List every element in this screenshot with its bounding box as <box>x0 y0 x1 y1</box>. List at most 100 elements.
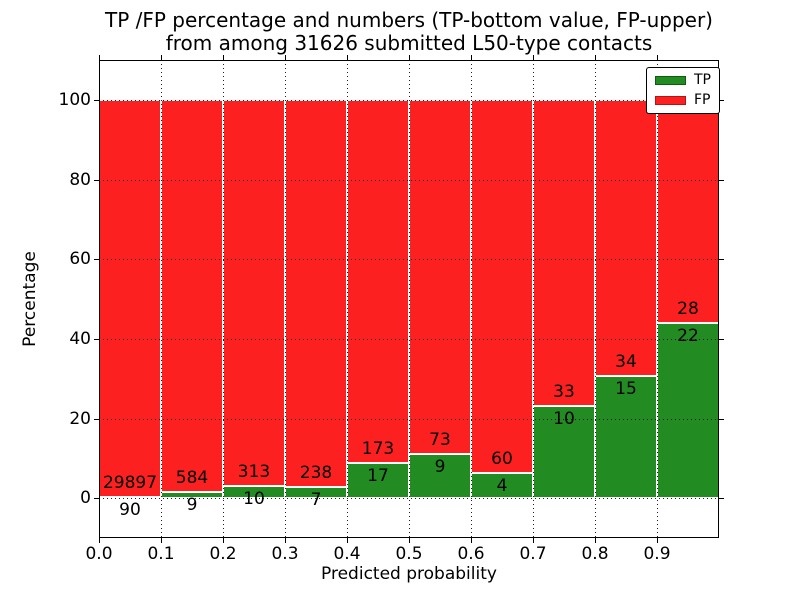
chart-title: TP /FP percentage and numbers (TP-bottom… <box>99 9 719 55</box>
y-tick-right <box>719 179 724 181</box>
bar-segment-tp <box>409 454 471 499</box>
y-tick-left <box>94 99 99 101</box>
y-tick-right <box>719 338 724 340</box>
x-tick-top <box>409 55 410 60</box>
x-tick-top <box>285 55 286 60</box>
x-gridline <box>223 60 224 538</box>
x-tick-bottom <box>285 538 286 543</box>
bar-segment-tp <box>595 376 657 499</box>
y-tick-right <box>719 99 724 101</box>
bar-segment-fp <box>99 99 161 497</box>
bar-segment-fp <box>285 99 347 487</box>
bar-count-fp: 34 <box>615 352 637 373</box>
x-tick-bottom <box>533 538 534 543</box>
x-gridline <box>347 60 348 538</box>
x-tick-label: 0.1 <box>147 544 175 564</box>
x-tick-bottom <box>347 538 348 543</box>
bar-count-fp: 60 <box>491 449 513 470</box>
y-tick-left <box>94 259 99 261</box>
bar-count-tp: 22 <box>677 325 699 346</box>
x-tick-label: 0.6 <box>457 544 485 564</box>
bar-segment-fp <box>347 99 409 463</box>
bar-count-fp: 73 <box>429 430 451 451</box>
x-tick-bottom <box>409 538 410 543</box>
legend-swatch-fp <box>655 95 686 105</box>
y-tick-label: 40 <box>69 328 91 349</box>
x-gridline <box>595 60 596 538</box>
x-tick-top <box>161 55 162 60</box>
y-gridline <box>99 338 719 340</box>
x-tick-top <box>223 55 224 60</box>
bar-count-tp: 15 <box>615 379 637 400</box>
x-gridline <box>285 60 286 538</box>
x-gridline <box>533 60 534 538</box>
x-tick-top <box>595 55 596 60</box>
x-tick-bottom <box>471 538 472 543</box>
x-tick-label: 0.5 <box>395 544 423 564</box>
y-tick-right <box>719 498 724 500</box>
y-tick-left <box>94 179 99 181</box>
x-tick-label: 0.9 <box>643 544 671 564</box>
legend-entry: TP <box>655 73 713 87</box>
chart-title-line1: TP /FP percentage and numbers (TP-bottom… <box>105 8 713 32</box>
y-tick-right <box>719 259 724 261</box>
x-tick-label: 0.0 <box>85 544 113 564</box>
y-tick-left <box>94 338 99 340</box>
x-gridline <box>657 60 658 538</box>
bar-segment-fp <box>223 99 285 486</box>
bar-count-fp: 29897 <box>102 472 158 493</box>
bar-count-tp: 17 <box>367 465 389 486</box>
legend-entry: FP <box>655 93 713 107</box>
y-tick-left <box>94 418 99 420</box>
bar-count-tp: 10 <box>553 408 575 429</box>
x-axis-label: Predicted probability <box>321 564 497 584</box>
bar-count-tp: 90 <box>119 499 141 520</box>
legend-swatch-tp <box>655 75 686 85</box>
bar-segment-fp <box>533 99 595 406</box>
bar-segment-tp <box>471 473 533 499</box>
legend-entry-label: TP <box>694 72 711 88</box>
x-tick-label: 0.8 <box>581 544 609 564</box>
x-tick-label: 0.7 <box>519 544 547 564</box>
y-tick-right <box>719 418 724 420</box>
bar-count-tp: 10 <box>243 488 265 509</box>
y-tick-label: 80 <box>69 169 91 190</box>
bar-count-fp: 238 <box>299 462 333 483</box>
bar-count-fp: 28 <box>677 298 699 319</box>
x-tick-bottom <box>161 538 162 543</box>
y-axis-label: Percentage <box>20 251 40 347</box>
legend-entry-label: FP <box>694 92 711 108</box>
x-tick-label: 0.2 <box>209 544 237 564</box>
bar-segment-fp <box>657 99 719 323</box>
plot-area: TP FP 29897 90 584 9 313 10 238 7 173 17 73 9 60 4 33 10… <box>94 55 724 543</box>
x-gridline <box>409 60 410 538</box>
x-tick-top <box>657 55 658 60</box>
y-gridline <box>99 179 719 181</box>
x-gridline <box>471 60 472 538</box>
y-gridline <box>99 99 719 101</box>
y-tick-label: 100 <box>58 89 91 110</box>
bar-count-fp: 33 <box>553 381 575 402</box>
y-gridline <box>99 418 719 420</box>
bar-count-fp: 584 <box>175 468 209 489</box>
x-tick-label: 0.3 <box>271 544 299 564</box>
x-tick-label: 0.4 <box>333 544 361 564</box>
bar-segment-fp <box>161 99 223 493</box>
bar-segment-tp <box>347 462 409 499</box>
legend: TP FP <box>646 67 720 114</box>
bar-segment-fp <box>409 99 471 455</box>
x-tick-top <box>533 55 534 60</box>
x-tick-bottom <box>657 538 658 543</box>
y-gridline <box>99 259 719 261</box>
y-tick-label: 0 <box>80 488 91 509</box>
bar-count-fp: 173 <box>361 438 395 459</box>
bar-segment-tp <box>657 322 719 499</box>
x-tick-top <box>99 55 100 60</box>
x-tick-top <box>347 55 348 60</box>
bar-count-fp: 313 <box>237 461 271 482</box>
x-tick-top <box>471 55 472 60</box>
bar-count-tp: 4 <box>496 476 508 497</box>
x-tick-bottom <box>99 538 100 543</box>
bar-count-tp: 9 <box>434 457 446 478</box>
